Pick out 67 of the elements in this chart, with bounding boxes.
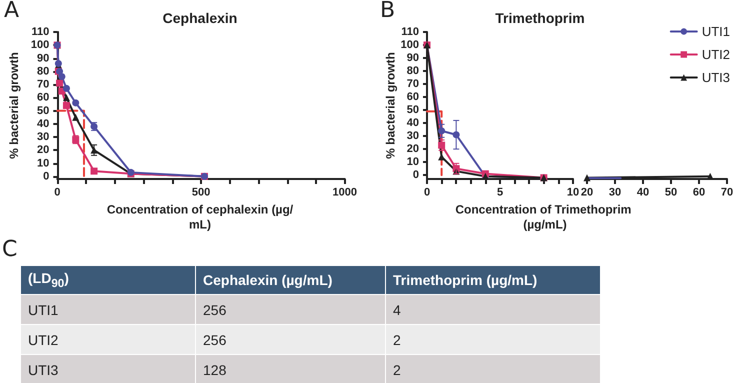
y-tick-label: 50 [406, 104, 419, 116]
x-tick-label: 10 [566, 186, 580, 198]
chart-title: Cephalexin [162, 10, 238, 26]
point [62, 102, 70, 109]
point [72, 99, 80, 106]
text: 2 [386, 324, 600, 354]
x-tick-label: 0 [424, 186, 430, 198]
y-tick-label: 110 [32, 26, 50, 38]
x-tick-label: 70 [720, 186, 734, 198]
y-tick-label: 40 [37, 118, 50, 130]
y-tick-label: 100 [30, 39, 50, 52]
y-tick-label: 90 [37, 52, 50, 64]
x-tick-label: 1000 [332, 186, 358, 198]
y-tick-label: 60 [406, 91, 419, 104]
x-tick-label: 0 [54, 186, 60, 198]
text: Cephalexin (µg/mL) [196, 266, 386, 294]
x-axis-title: Concentration of Trimethoprim (µg/mL) [455, 202, 635, 232]
y-tick-label: 80 [37, 65, 50, 78]
x-tick-label: 5 [496, 186, 504, 198]
text: UTI2 [20, 324, 196, 354]
y-tick-label: 110 [401, 26, 419, 38]
point [56, 80, 64, 87]
text: 4 [386, 294, 600, 324]
y-tick-label: 30 [37, 131, 50, 143]
text: Trimethoprim (µg/mL) [386, 266, 600, 294]
text: A [4, 0, 20, 23]
text: UTI3 [20, 354, 196, 383]
text: 256 [196, 294, 386, 324]
y-tick-label: 100 [400, 39, 419, 52]
x-tick-label: 30 [608, 186, 622, 198]
x-tick-label: 20 [580, 186, 594, 198]
legend-label: UTI1 [702, 24, 730, 39]
y-tick-label: 30 [406, 130, 419, 142]
y-tick-label: 20 [406, 143, 419, 156]
y-tick-label: 0 [412, 169, 419, 182]
x-tick-label: 40 [636, 186, 650, 198]
y-tick-label: 80 [406, 65, 419, 78]
y-tick-label: 10 [406, 156, 419, 168]
point [62, 84, 70, 92]
y-tick-label: 40 [406, 117, 419, 130]
chart-title: Trimethoprim [495, 10, 585, 26]
text: (LD$_{90}$) [20, 266, 196, 294]
text: 2 [386, 354, 600, 383]
y-tick-label: 50 [37, 104, 50, 117]
point [72, 114, 80, 121]
text: 256 [196, 324, 386, 354]
x-tick-label: 50 [664, 186, 678, 198]
text: 128 [196, 354, 386, 383]
point [62, 94, 70, 102]
y-axis-title: % bacterial growth [384, 52, 398, 159]
y-tick-label: 10 [37, 157, 50, 170]
point [90, 168, 98, 175]
legend-label: UTI2 [702, 47, 730, 62]
text: UTI1 [20, 294, 196, 324]
text: B [380, 0, 396, 23]
y-tick-label: 20 [37, 144, 50, 156]
x-tick-label: 500 [192, 186, 210, 198]
text: C [2, 237, 18, 262]
legend-label: UTI3 [702, 70, 730, 85]
y-axis-title: % bacterial growth [7, 52, 21, 159]
y-tick-label: 0 [43, 170, 50, 182]
x-axis-title: Concentration of cephalexin (µg/mL) [106, 202, 294, 232]
y-tick-label: 70 [406, 78, 419, 90]
y-tick-label: 90 [406, 52, 419, 64]
x-tick-label: 60 [692, 186, 706, 198]
y-tick-label: 70 [37, 78, 50, 90]
y-tick-label: 60 [37, 92, 50, 104]
